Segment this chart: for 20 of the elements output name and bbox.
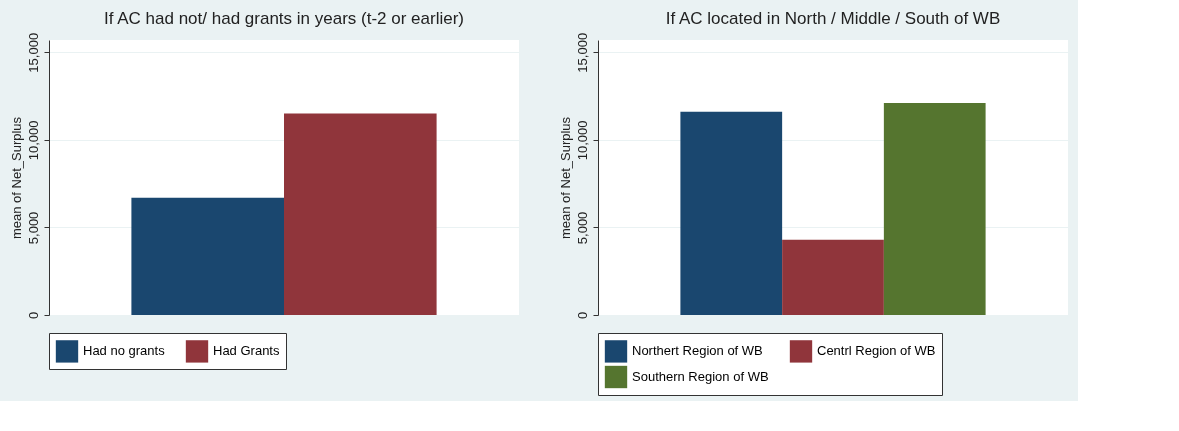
bar [883, 103, 986, 315]
y-tick-label: 15,000 [574, 32, 590, 73]
legend-label: Had Grants [213, 343, 280, 359]
bar [680, 111, 783, 315]
y-tick-label: 0 [25, 311, 41, 320]
y-axis-title: mean of Net_Surplus [557, 116, 573, 240]
chart-title: If AC located in North / Middle / South of WB [665, 9, 1001, 29]
y-tick-label: 10,000 [25, 120, 41, 161]
y-tick-label: 15,000 [25, 32, 41, 73]
legend-label: Centrl Region of WB [817, 343, 936, 359]
legend-label: Northert Region of WB [632, 343, 763, 359]
y-tick-label: 5,000 [25, 211, 41, 245]
legend-label: Had no grants [83, 343, 166, 359]
legend-label: Southern Region of WB [632, 369, 769, 384]
y-axis-title: mean of Net_Surplus [8, 116, 24, 240]
bar [782, 239, 884, 315]
y-tick-label: 0 [574, 311, 590, 320]
y-tick-label: 10,000 [574, 120, 590, 161]
y-tick-label: 5,000 [574, 211, 590, 245]
chart-title: If AC had not/ had grants in years (t-2 or earlier) [103, 9, 465, 29]
